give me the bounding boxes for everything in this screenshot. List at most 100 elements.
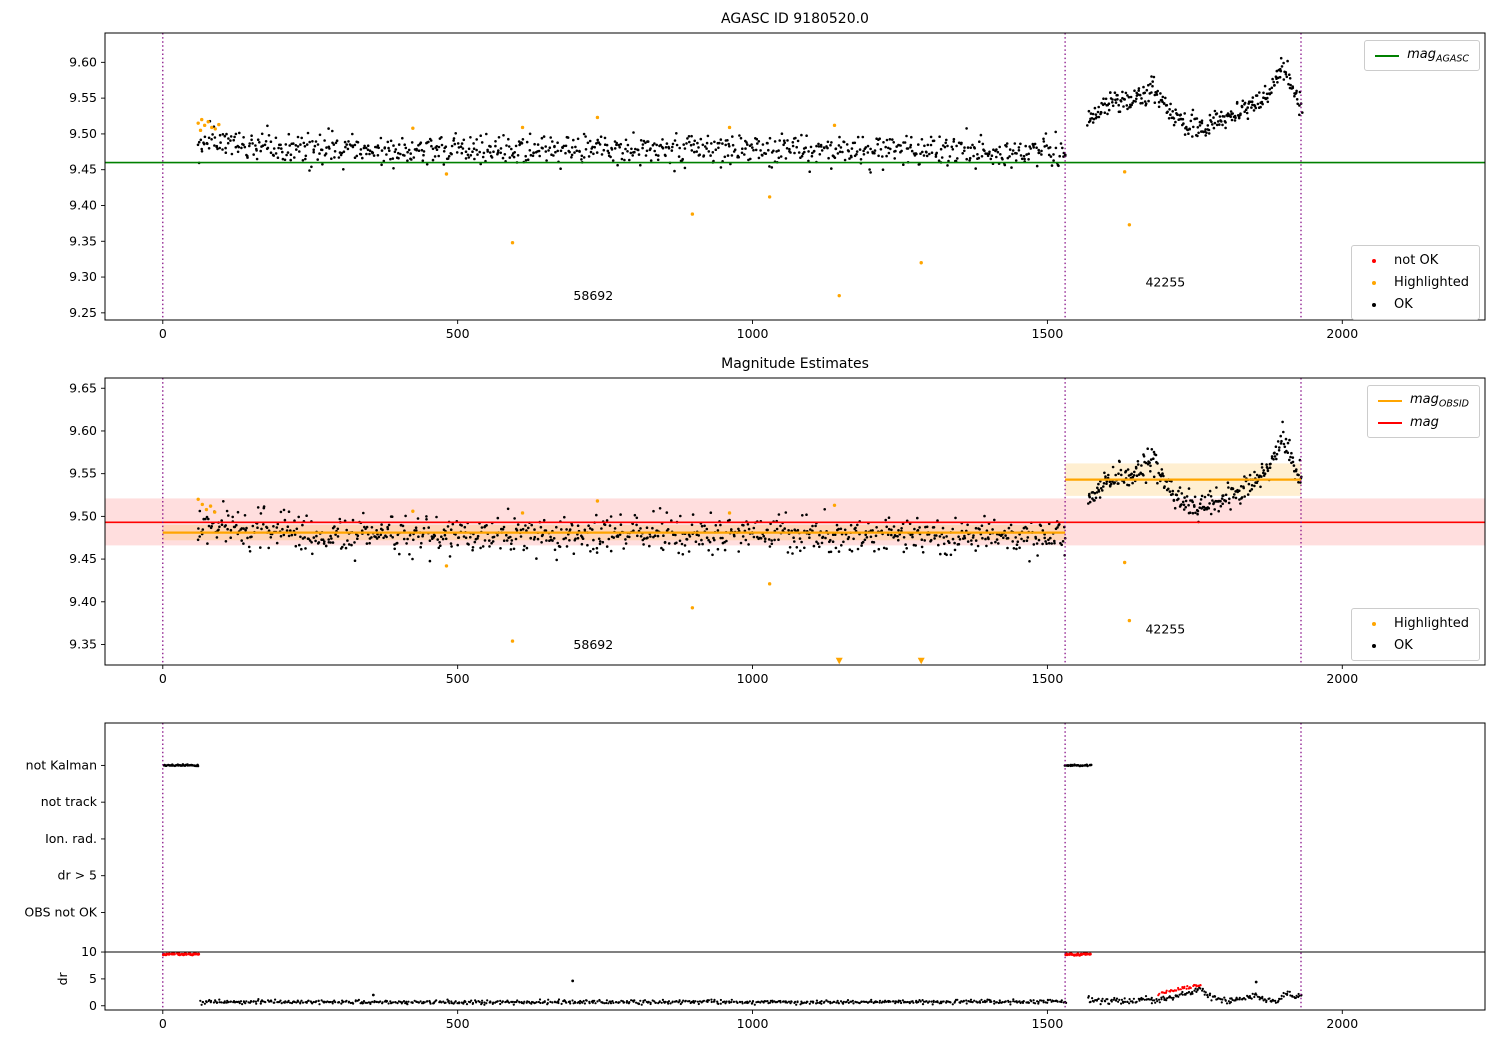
panel-magest-data xyxy=(105,378,1485,665)
svg-text:9.65: 9.65 xyxy=(69,380,97,395)
scatter-dr-clip-2 xyxy=(1064,951,1092,957)
svg-text:0: 0 xyxy=(89,998,97,1013)
x-axis-ticks: 0 500 1000 1500 2000 xyxy=(159,320,1358,341)
svg-text:9.25: 9.25 xyxy=(69,305,97,320)
outlier-points xyxy=(371,979,1258,997)
legend-label: OK xyxy=(1394,297,1413,312)
scatter-dr-late xyxy=(1087,986,1303,1006)
legend-label: OK xyxy=(1394,638,1413,653)
svg-text:10: 10 xyxy=(81,944,97,959)
panel-flags: 0 500 1000 1500 2000 not Kalman not track Ion. … xyxy=(24,722,1486,1031)
legend-label: not OK xyxy=(1394,253,1439,268)
svg-text:500: 500 xyxy=(446,671,470,686)
legend-dot-marker xyxy=(1372,643,1377,648)
legend-label: Highlighted xyxy=(1394,275,1469,290)
axes-frame xyxy=(104,377,1486,666)
legend-entry: magAGASC xyxy=(1375,46,1469,65)
svg-text:9.40: 9.40 xyxy=(69,197,97,212)
legend-label: Highlighted xyxy=(1394,616,1469,631)
legend-entry: Highlighted xyxy=(1362,614,1469,633)
y-axis-ticks: not Kalman not track Ion. rad. dr > 5 OBS no… xyxy=(24,757,105,1013)
panel1-title: AGASC ID 9180520.0 xyxy=(721,11,869,27)
legend-dot-marker xyxy=(1372,302,1377,307)
scatter-dr-red-rise xyxy=(1157,983,1202,997)
y-axis-label: dr xyxy=(55,972,70,986)
svg-text:0: 0 xyxy=(159,671,167,686)
outlier-points xyxy=(196,497,1132,665)
svg-text:1500: 1500 xyxy=(1032,1016,1064,1031)
legend-agasc-bottom-right: not OK Highlighted OK xyxy=(1351,245,1480,320)
annotation: 42255 xyxy=(1145,621,1185,636)
svg-text:9.40: 9.40 xyxy=(69,594,97,609)
svg-text:0: 0 xyxy=(159,1016,167,1031)
svg-text:9.55: 9.55 xyxy=(69,466,97,481)
svg-text:1500: 1500 xyxy=(1032,326,1064,341)
scatter-ok-late xyxy=(1086,56,1304,138)
svg-text:1000: 1000 xyxy=(737,1016,769,1031)
svg-text:1000: 1000 xyxy=(737,671,769,686)
legend-entry: OK xyxy=(1362,636,1469,655)
legend-line-marker xyxy=(1377,399,1402,402)
svg-text:9.35: 9.35 xyxy=(69,637,97,652)
panel-agasc-data xyxy=(105,33,1485,320)
scatter-dr-clip-1 xyxy=(161,951,201,957)
svg-text:1500: 1500 xyxy=(1032,671,1064,686)
legend-line-marker xyxy=(1377,421,1402,424)
svg-text:2000: 2000 xyxy=(1326,326,1358,341)
outlier-points xyxy=(196,115,1132,298)
svg-text:9.60: 9.60 xyxy=(69,54,97,69)
svg-text:500: 500 xyxy=(446,326,470,341)
legend-entry: OK xyxy=(1362,295,1469,314)
svg-text:OBS not OK: OBS not OK xyxy=(24,904,97,919)
y-axis-ticks: 9.35 9.40 9.45 9.50 9.55 9.60 9.65 xyxy=(69,380,105,652)
svg-text:9.60: 9.60 xyxy=(69,423,97,438)
scatter-dr-main xyxy=(199,998,1068,1006)
legend-dot-marker xyxy=(1372,280,1377,285)
svg-text:2000: 2000 xyxy=(1326,671,1358,686)
scatter-not-kalman-2 xyxy=(1063,763,1093,768)
svg-text:500: 500 xyxy=(446,1016,470,1031)
annotation: 58692 xyxy=(573,637,613,652)
legend-entry: Highlighted xyxy=(1362,273,1469,292)
svg-text:9.55: 9.55 xyxy=(69,90,97,105)
legend-label: mag xyxy=(1409,415,1439,430)
svg-text:5: 5 xyxy=(89,971,97,986)
panel-flags-data xyxy=(105,723,1485,1010)
axes-frame xyxy=(104,32,1486,321)
svg-text:9.30: 9.30 xyxy=(69,269,97,284)
legend-line-marker xyxy=(1375,54,1400,57)
svg-text:0: 0 xyxy=(159,326,167,341)
svg-text:not Kalman: not Kalman xyxy=(26,757,97,772)
annotation: 42255 xyxy=(1145,274,1185,289)
scatter-not-kalman-1 xyxy=(162,763,200,768)
y-axis-ticks: 9.25 9.30 9.35 9.40 9.45 9.50 9.55 9.60 xyxy=(69,54,105,320)
legend-magest-bottom-right: Highlighted OK xyxy=(1351,608,1480,661)
svg-text:2000: 2000 xyxy=(1326,1016,1358,1031)
annotation: 58692 xyxy=(573,288,613,303)
legend-entry: not OK xyxy=(1362,251,1469,270)
panel2-title: Magnitude Estimates xyxy=(721,356,869,372)
svg-text:dr > 5: dr > 5 xyxy=(58,868,97,883)
svg-text:9.45: 9.45 xyxy=(69,162,97,177)
legend-entry: magOBSID xyxy=(1377,391,1469,410)
legend-dot-marker xyxy=(1372,621,1377,626)
x-axis-ticks: 0 500 1000 1500 2000 xyxy=(159,1010,1358,1031)
svg-text:9.50: 9.50 xyxy=(69,508,97,523)
scatter-ok-main xyxy=(196,119,1067,174)
legend-magest-top-right: magOBSID mag xyxy=(1366,385,1480,438)
legend-label: magOBSID xyxy=(1409,391,1469,410)
legend-label: magAGASC xyxy=(1407,46,1469,65)
legend-dot-marker xyxy=(1372,258,1377,263)
svg-text:Ion. rad.: Ion. rad. xyxy=(45,831,97,846)
legend-agasc-top-right: magAGASC xyxy=(1364,40,1480,71)
svg-text:1000: 1000 xyxy=(737,326,769,341)
svg-text:9.45: 9.45 xyxy=(69,551,97,566)
axes-frame xyxy=(104,722,1486,1011)
svg-text:9.35: 9.35 xyxy=(69,233,97,248)
svg-text:9.50: 9.50 xyxy=(69,126,97,141)
svg-text:not track: not track xyxy=(41,794,98,809)
